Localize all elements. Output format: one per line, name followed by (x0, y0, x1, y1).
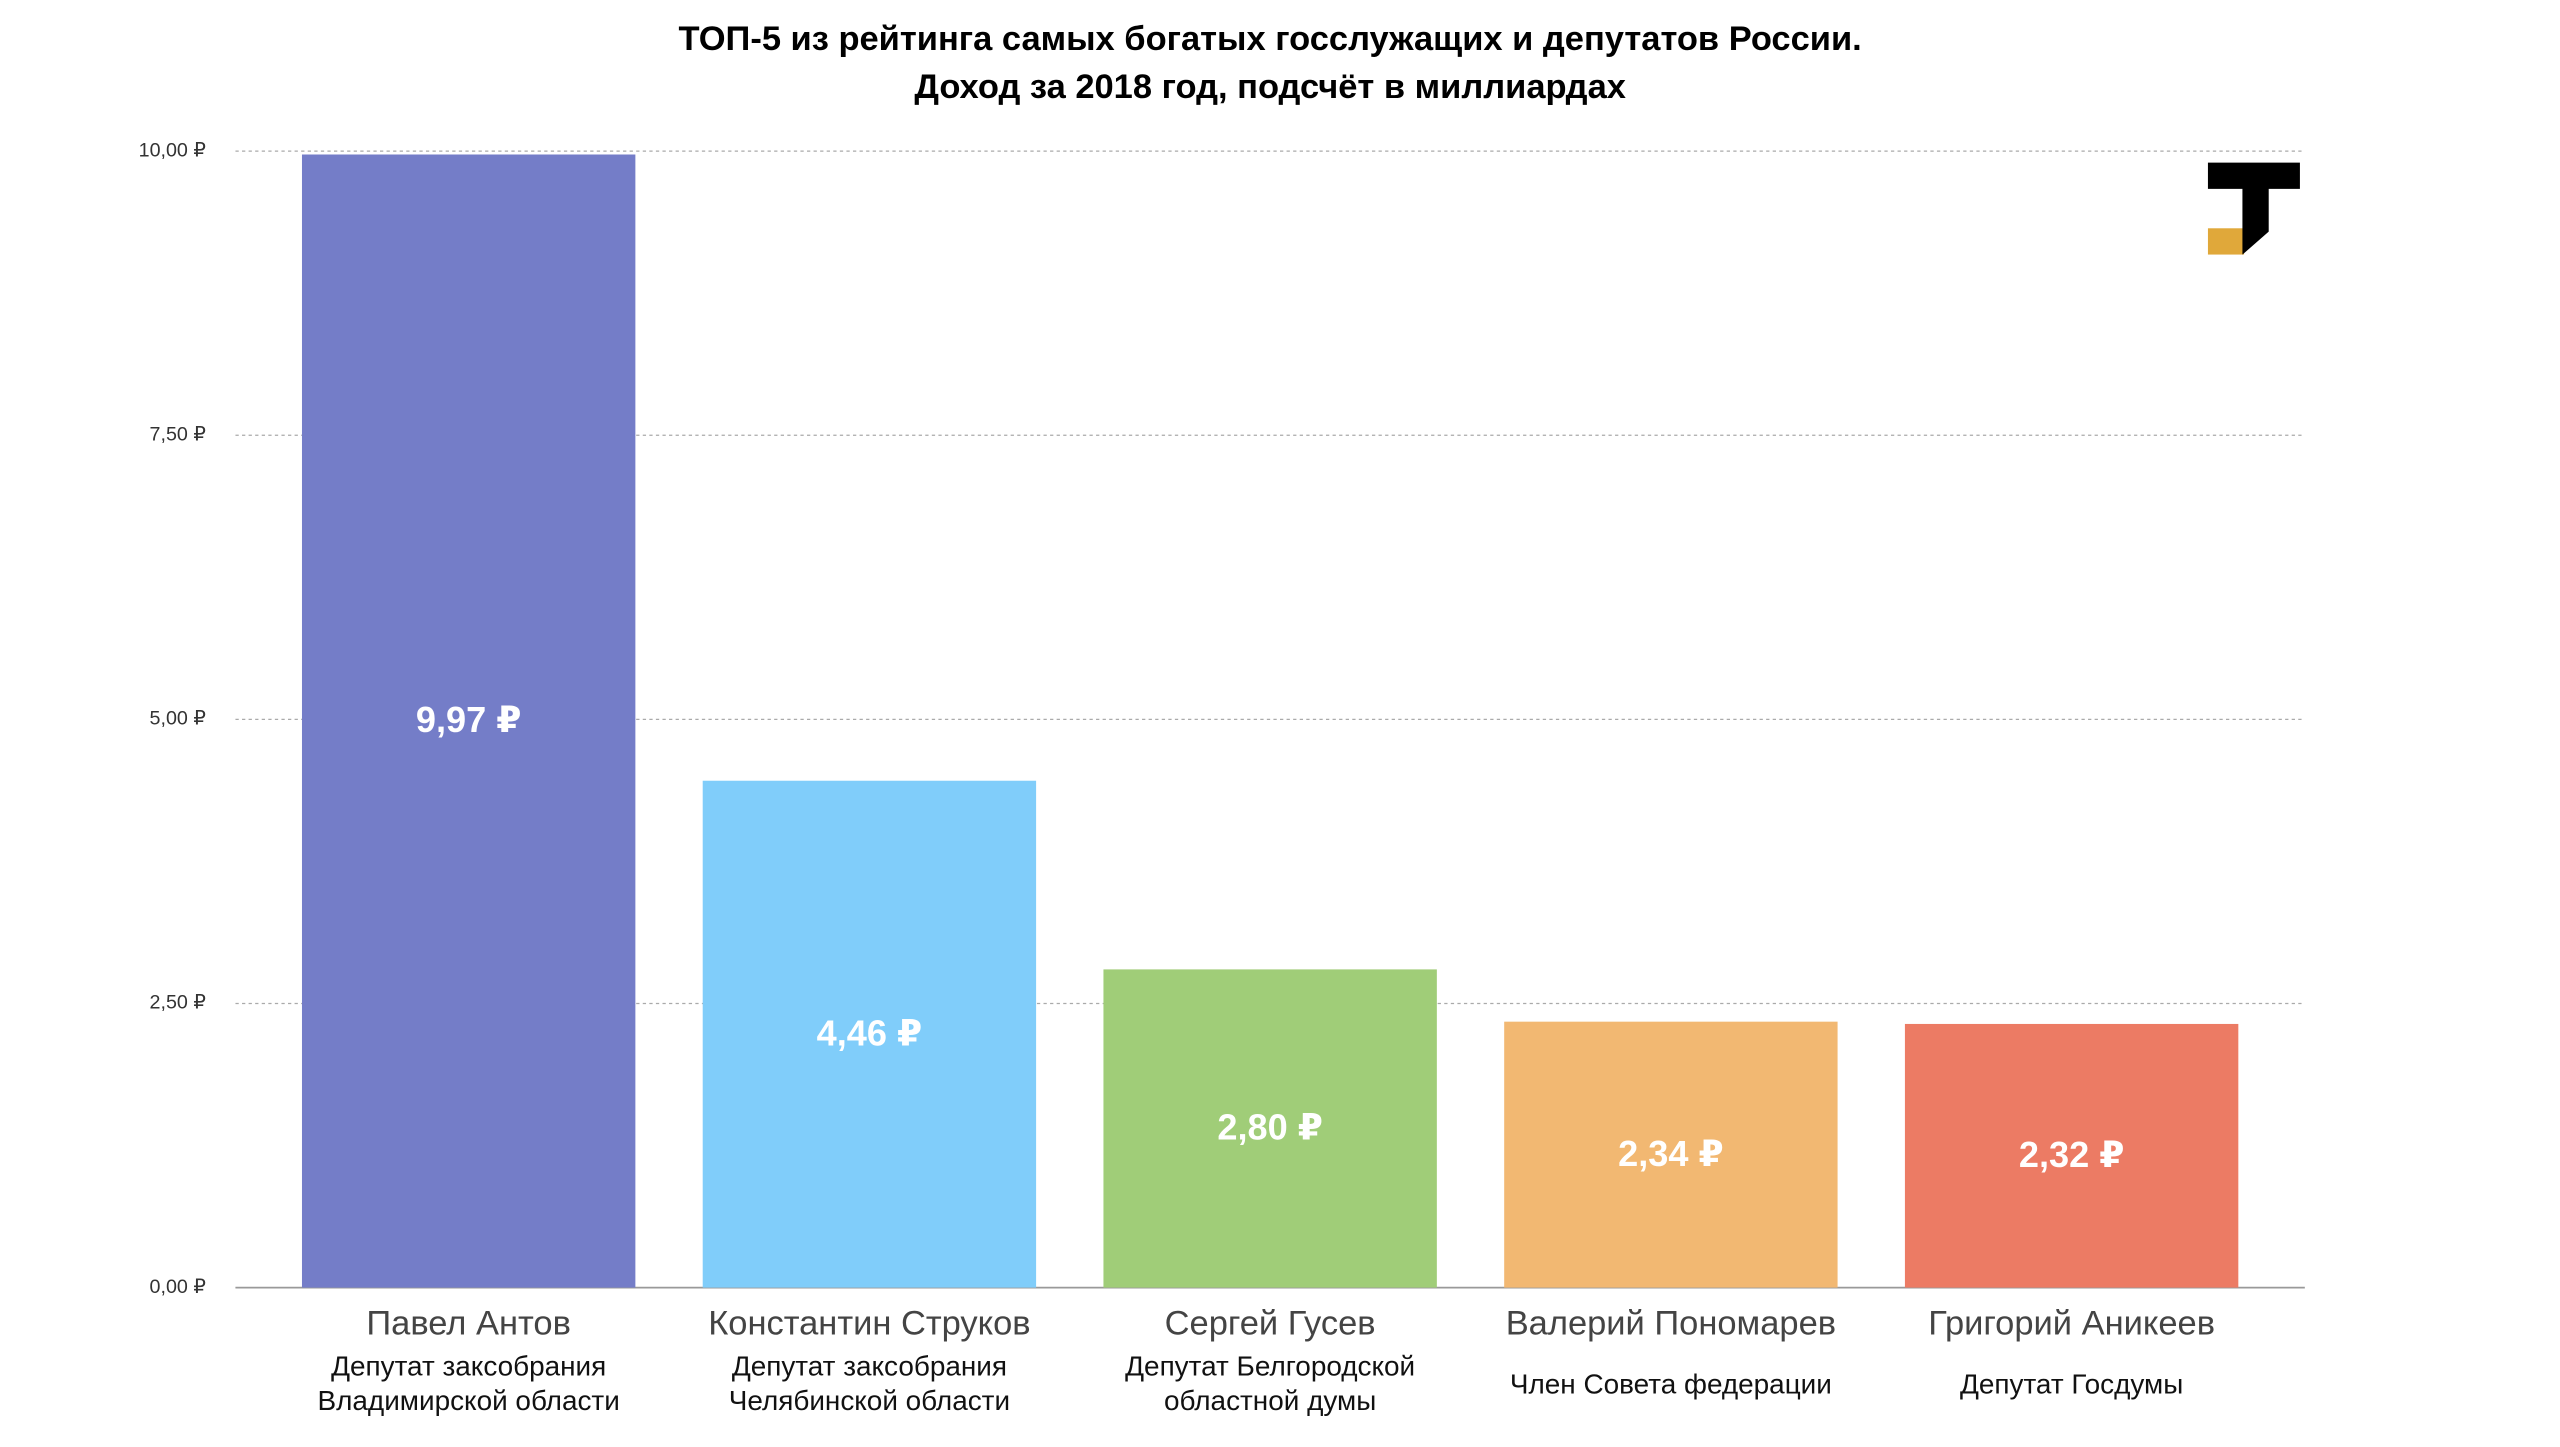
bar (702, 780, 1037, 1288)
x-tick-label: Григорий Аникеев (1928, 1305, 2215, 1343)
logo (2207, 162, 2300, 255)
category-description: Депутат заксобрания (732, 1350, 1007, 1381)
x-tick-label: Сергей Гусев (1165, 1305, 1376, 1343)
category-description: Депутат заксобрания (331, 1350, 606, 1381)
y-tick-label: 5,00 ₽ (150, 708, 206, 730)
bar (301, 154, 636, 1288)
value-label: 4,46 ₽ (817, 1012, 922, 1053)
bar (1904, 1023, 2239, 1288)
chart-title: Доход за 2018 год, подсчёт в миллиардах (914, 68, 1626, 106)
chart-title: ТОП-5 из рейтинга самых богатых госслужа… (679, 20, 1862, 58)
logo-part (2207, 228, 2245, 255)
category-description: Депутат Госдумы (1960, 1369, 2183, 1400)
category-description: Член Совета федерации (1510, 1369, 1832, 1400)
x-tick-label: Павел Антов (366, 1305, 570, 1343)
y-tick-label: 10,00 ₽ (139, 139, 206, 161)
value-label: 9,97 ₽ (416, 699, 521, 740)
y-tick-label: 7,50 ₽ (150, 423, 206, 445)
y-tick-label: 2,50 ₽ (150, 992, 206, 1014)
value-label: 2,80 ₽ (1217, 1107, 1322, 1148)
category-description: Депутат Белгородской (1125, 1350, 1415, 1381)
y-tick-label: 0,00 ₽ (150, 1276, 206, 1298)
x-tick-label: Константин Струков (708, 1305, 1030, 1343)
category-description: Владимирской области (318, 1385, 620, 1416)
category-description: областной думы (1164, 1385, 1376, 1416)
value-label: 2,32 ₽ (2019, 1134, 2124, 1175)
x-tick-label: Валерий Пономарев (1506, 1305, 1836, 1343)
value-label: 2,34 ₽ (1618, 1133, 1723, 1174)
bar (1103, 969, 1437, 1288)
logo-part (2207, 162, 2300, 255)
category-description: Челябинской области (729, 1385, 1010, 1416)
bar (1504, 1021, 1838, 1288)
